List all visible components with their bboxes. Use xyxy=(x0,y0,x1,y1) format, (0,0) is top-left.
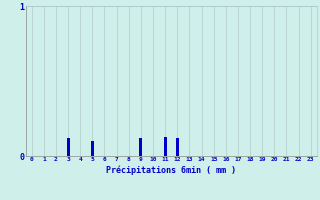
Bar xyxy=(139,138,142,156)
Bar xyxy=(91,141,94,156)
Bar xyxy=(67,138,69,156)
Bar xyxy=(164,137,167,156)
X-axis label: Précipitations 6min ( mm ): Précipitations 6min ( mm ) xyxy=(106,165,236,175)
Bar xyxy=(176,138,179,156)
